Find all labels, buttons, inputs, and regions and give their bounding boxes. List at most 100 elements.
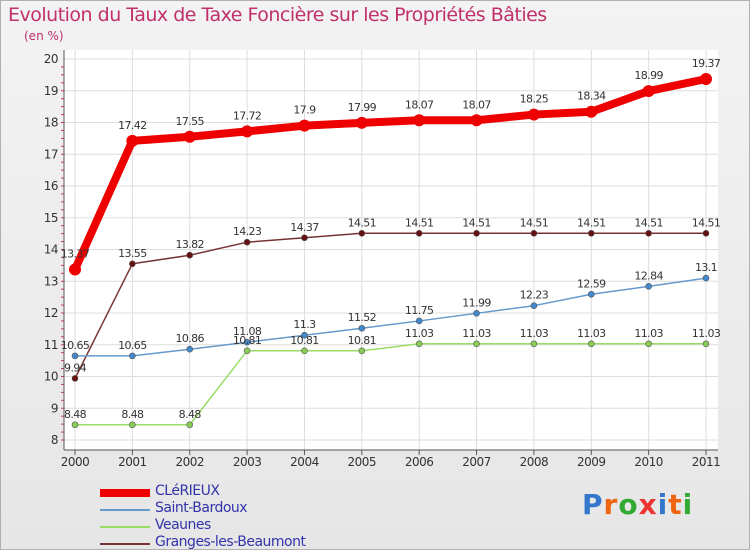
data-point-granges — [530, 230, 538, 237]
data-label-granges: 14.23 — [233, 225, 262, 238]
data-point-saint-bardoux — [645, 283, 652, 290]
data-point-granges — [243, 238, 251, 246]
data-point-saint-bardoux — [530, 302, 538, 309]
data-point-clerieux — [413, 114, 426, 127]
data-point-veaunes — [415, 340, 423, 348]
data-point-clerieux — [183, 130, 196, 143]
data-point-veaunes — [473, 340, 480, 348]
data-point-clerieux — [585, 105, 598, 118]
x-tick-label: 2004 — [290, 455, 319, 469]
data-label-veaunes: 8.48 — [121, 408, 144, 421]
data-label-granges: 14.51 — [520, 216, 549, 229]
y-tick-label: 18 — [44, 116, 58, 130]
data-label-saint-bardoux: 12.59 — [577, 277, 606, 290]
legend-swatch-saint-bardoux — [100, 509, 150, 511]
data-label-saint-bardoux: 12.23 — [520, 289, 549, 302]
x-tick-label: 2010 — [634, 455, 663, 469]
y-tick-label: 8 — [51, 433, 58, 447]
series-line-saint-bardoux — [74, 277, 707, 357]
data-label-veaunes: 11.03 — [634, 327, 663, 340]
data-label-clerieux: 18.99 — [634, 69, 663, 82]
legend-label-veaunes: Veaunes — [155, 517, 211, 533]
y-tick-label: 19 — [44, 84, 58, 98]
data-point-veaunes — [645, 340, 652, 348]
data-point-granges — [358, 230, 366, 237]
y-tick-label: 11 — [44, 338, 58, 352]
data-label-clerieux: 19.37 — [692, 57, 721, 70]
y-tick-label: 13 — [44, 274, 58, 288]
legend-swatch-clerieux — [100, 489, 150, 497]
data-point-granges — [645, 230, 652, 237]
data-label-veaunes: 11.03 — [405, 327, 434, 340]
data-label-saint-bardoux: 12.84 — [634, 269, 663, 282]
data-point-granges — [71, 375, 79, 382]
data-label-veaunes: 11.03 — [577, 327, 606, 340]
data-label-granges: 13.55 — [118, 247, 147, 260]
data-label-saint-bardoux: 11.99 — [462, 296, 491, 309]
data-label-veaunes: 10.81 — [233, 334, 262, 347]
data-point-clerieux — [298, 119, 311, 132]
data-point-clerieux — [69, 263, 81, 276]
data-label-saint-bardoux: 11.3 — [293, 318, 316, 331]
data-point-clerieux — [355, 116, 368, 129]
series-line-granges — [74, 232, 707, 380]
data-label-granges: 14.51 — [405, 216, 434, 229]
x-tick-label: 2003 — [233, 455, 262, 469]
data-point-clerieux — [470, 114, 483, 127]
y-tick-label: 20 — [44, 52, 58, 66]
data-point-clerieux — [126, 134, 139, 147]
data-point-veaunes — [358, 347, 366, 355]
data-point-saint-bardoux — [702, 274, 710, 282]
data-label-veaunes: 8.48 — [64, 408, 87, 421]
data-point-saint-bardoux — [301, 331, 308, 339]
data-point-veaunes — [186, 421, 194, 429]
data-label-clerieux: 18.07 — [462, 98, 491, 111]
data-point-granges — [702, 230, 710, 237]
data-point-saint-bardoux — [473, 310, 480, 317]
data-label-veaunes: 8.48 — [179, 408, 202, 421]
y-tick-label: 10 — [44, 370, 58, 384]
y-tick-label: 17 — [44, 147, 58, 161]
data-label-granges: 13.82 — [175, 238, 204, 251]
data-point-clerieux — [527, 108, 540, 121]
x-tick-label: 2002 — [175, 455, 204, 469]
data-point-saint-bardoux — [186, 345, 194, 353]
data-label-clerieux: 18.07 — [405, 98, 434, 111]
chart-title: Evolution du Taux de Taxe Foncière sur l… — [8, 4, 547, 26]
y-tick-label: 15 — [44, 211, 58, 225]
data-label-clerieux: 17.99 — [348, 101, 377, 114]
data-point-granges — [129, 260, 136, 268]
data-label-granges: 14.51 — [692, 216, 721, 229]
data-label-veaunes: 10.81 — [290, 334, 319, 347]
x-tick-label: 2006 — [405, 455, 434, 469]
x-tick-label: 2008 — [520, 455, 549, 469]
data-point-clerieux — [642, 85, 655, 98]
data-label-saint-bardoux: 11.52 — [348, 311, 377, 324]
y-tick-label: 9 — [51, 401, 58, 415]
data-label-saint-bardoux: 13.1 — [695, 261, 717, 274]
legend-label-clerieux: CLéRIEUX — [155, 483, 220, 499]
data-label-clerieux: 18.34 — [577, 90, 606, 103]
data-point-saint-bardoux — [71, 352, 79, 360]
legend-label-saint-bardoux: Saint-Bardoux — [155, 500, 248, 516]
legend-swatch-granges — [100, 543, 150, 545]
data-label-clerieux: 18.25 — [520, 93, 549, 106]
data-label-clerieux: 17.9 — [293, 104, 316, 117]
series-line-veaunes — [74, 343, 707, 426]
data-label-saint-bardoux: 10.65 — [61, 339, 90, 352]
x-tick-label: 2005 — [348, 455, 377, 469]
data-label-clerieux: 17.42 — [118, 119, 147, 132]
data-point-veaunes — [587, 340, 595, 348]
x-tick-label: 2011 — [692, 455, 721, 469]
y-tick-label: 14 — [44, 243, 58, 257]
y-axis-unit: (en %) — [24, 29, 64, 43]
data-point-veaunes — [702, 340, 710, 348]
data-point-granges — [186, 251, 194, 259]
data-label-granges: 14.51 — [348, 216, 377, 229]
data-label-granges: 9.94 — [64, 361, 87, 374]
data-label-saint-bardoux: 11.75 — [405, 304, 434, 317]
data-point-veaunes — [129, 421, 136, 429]
data-point-saint-bardoux — [587, 290, 595, 298]
data-label-veaunes: 11.03 — [520, 327, 549, 340]
